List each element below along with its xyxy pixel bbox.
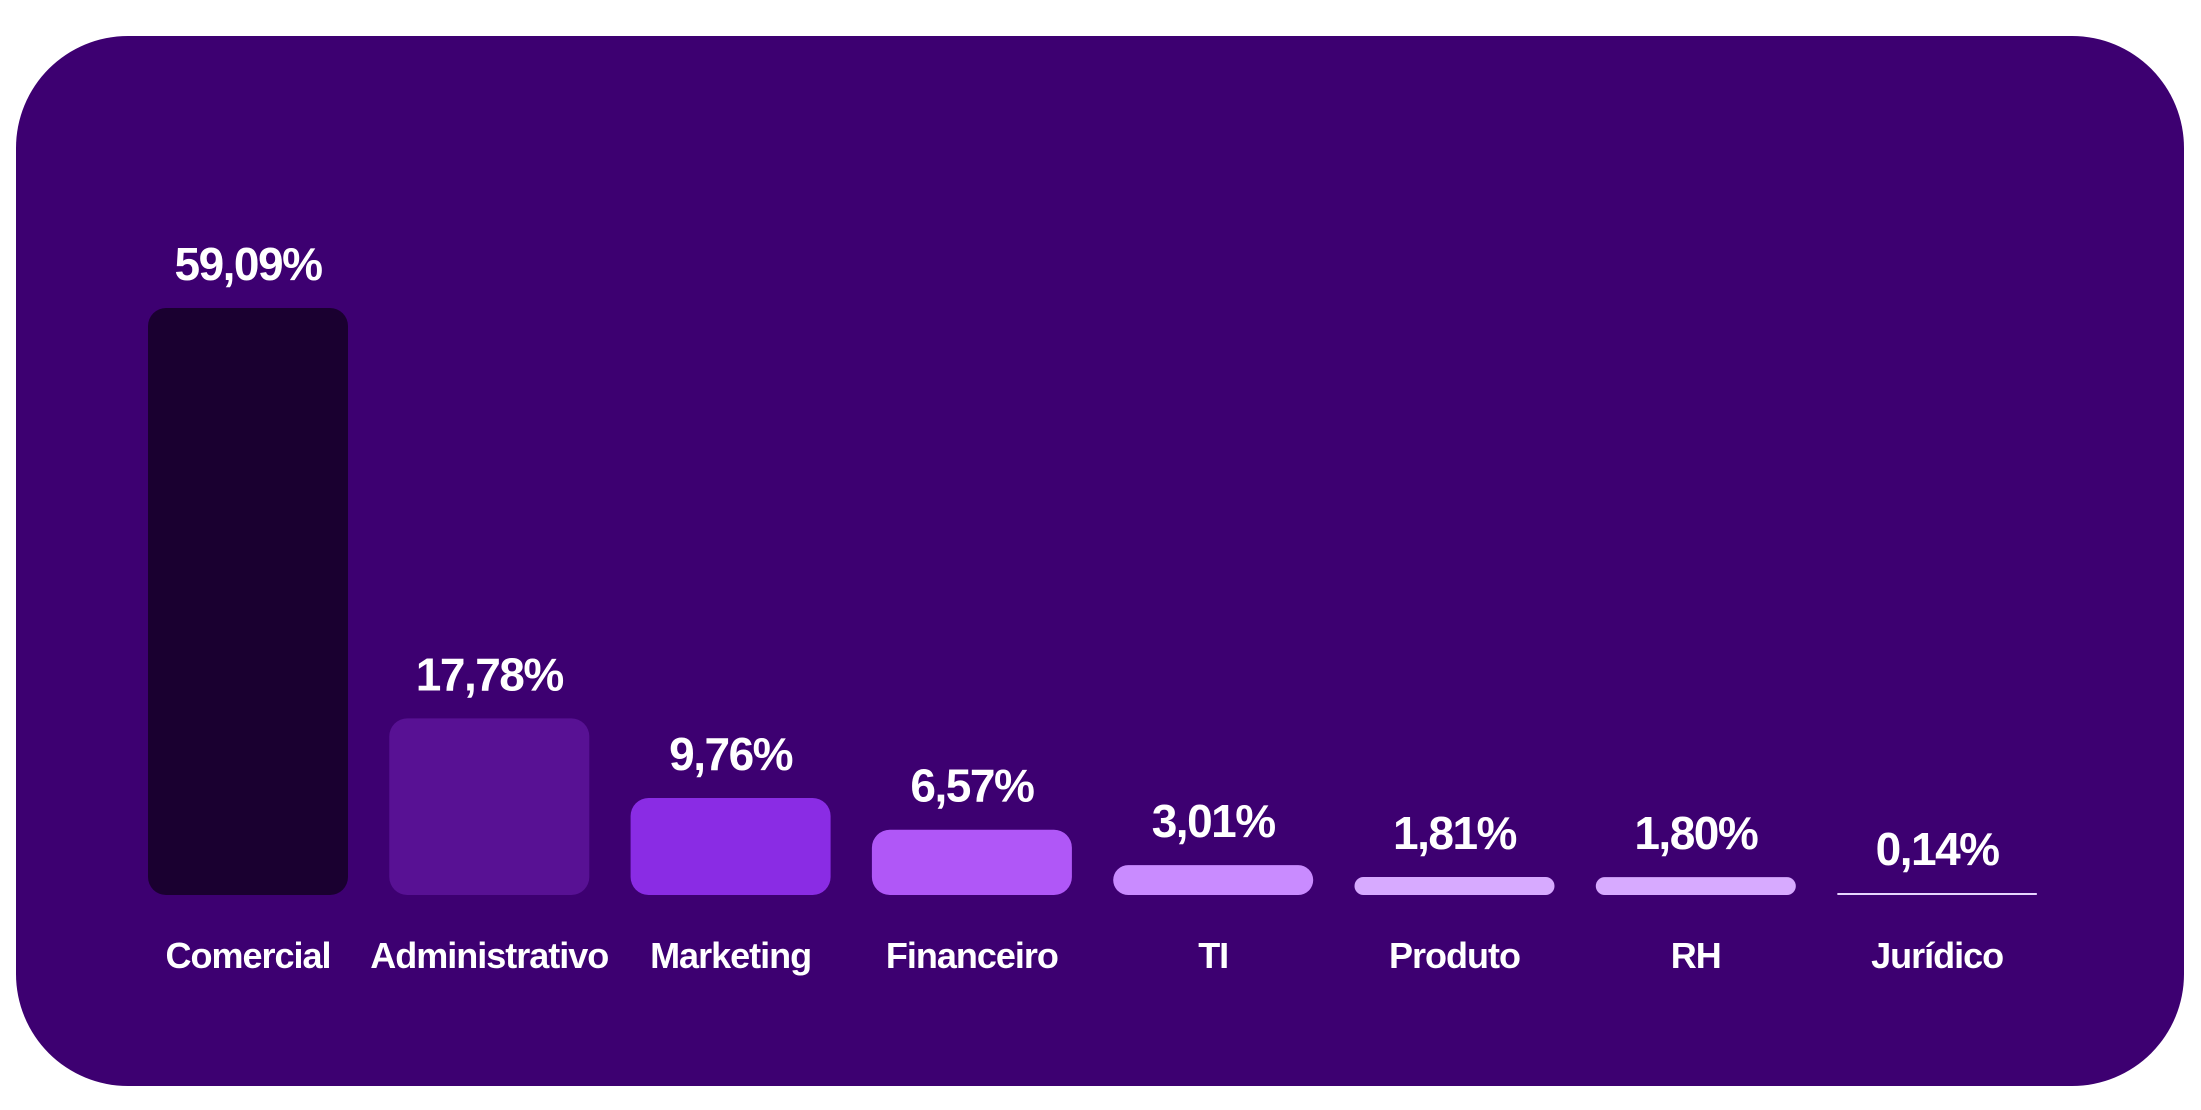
value-label-produto: 1,81% — [1393, 807, 1517, 859]
bar-juridico — [1837, 893, 2038, 895]
bar-rh — [1595, 877, 1796, 895]
category-label-financeiro: Financeiro — [886, 935, 1058, 976]
value-label-comercial: 59,09% — [174, 238, 322, 290]
bars-group — [148, 308, 2038, 895]
category-label-ti: TI — [1198, 935, 1228, 976]
category-label-rh: RH — [1671, 935, 1721, 976]
value-label-administrativo: 17,78% — [416, 648, 564, 700]
value-labels-group: 59,09% 17,78% 9,76% 6,57% 3,01% 1,81% 1,80% 0,1… — [174, 238, 2000, 875]
category-label-marketing: Marketing — [650, 935, 811, 976]
category-label-comercial: Comercial — [165, 935, 330, 976]
chart-card — [16, 36, 2184, 1086]
value-label-ti: 3,01% — [1152, 795, 1276, 847]
value-label-financeiro: 6,57% — [910, 760, 1034, 812]
category-label-juridico: Jurídico — [1871, 935, 2003, 976]
bar-administrativo — [389, 718, 590, 895]
bar-financeiro — [871, 829, 1072, 895]
value-label-juridico: 0,14% — [1876, 823, 2000, 875]
category-labels-group: Comercial Administrativo Marketing Financei… — [165, 935, 2004, 976]
value-label-rh: 1,80% — [1634, 807, 1758, 859]
bar-marketing — [630, 798, 831, 895]
category-label-administrativo: Administrativo — [370, 935, 608, 976]
category-label-produto: Produto — [1389, 935, 1520, 976]
bar-ti — [1113, 865, 1314, 895]
bar-comercial — [148, 308, 348, 895]
bar-produto — [1354, 877, 1555, 895]
value-label-marketing: 9,76% — [669, 728, 793, 780]
